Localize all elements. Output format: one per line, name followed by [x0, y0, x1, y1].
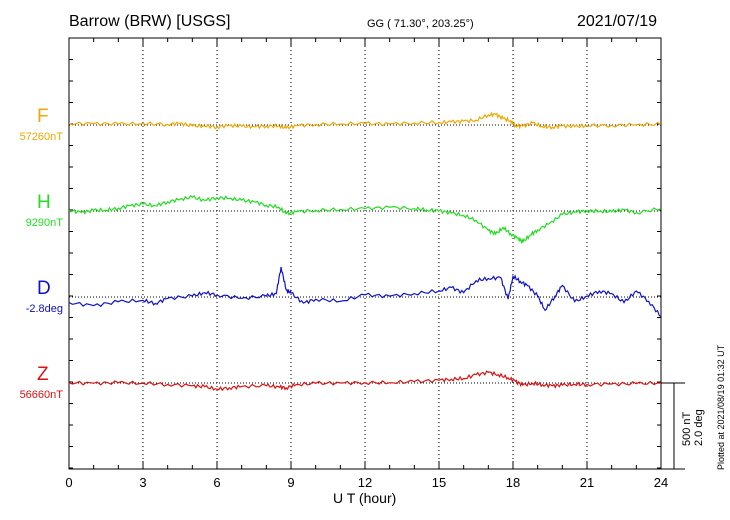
x-tick-label-0: 0 — [65, 475, 73, 490]
scale-bar-nt-label: 500 nT — [681, 411, 693, 446]
station-coordinates: GG ( 71.30°, 203.25°) — [367, 18, 474, 30]
series-baseline-Z: 56660nT — [19, 389, 63, 401]
series-name-H: H — [37, 192, 51, 213]
series-name-F: F — [37, 106, 49, 127]
x-tick-label-3: 3 — [139, 475, 147, 490]
series-line-D — [68, 266, 662, 318]
axis-ticks — [68, 38, 662, 469]
x-tick-label-18: 18 — [505, 475, 521, 490]
series-line-Z — [68, 370, 661, 392]
x-tick-label-24: 24 — [653, 475, 669, 490]
x-axis-title: U T (hour) — [333, 490, 397, 506]
series-baseline-D: -2.8deg — [25, 303, 63, 315]
x-tick-label-21: 21 — [579, 475, 595, 490]
series-name-Z: Z — [37, 364, 49, 385]
station-title: Barrow (BRW) [USGS] — [69, 13, 231, 30]
x-tick-label-12: 12 — [357, 475, 373, 490]
series-baseline-H: 9290nT — [25, 217, 63, 229]
grid-lines — [142, 38, 588, 469]
scale-bar — [661, 382, 685, 470]
scale-bar-deg-label: 2.0 deg — [693, 409, 705, 446]
series-line-H — [68, 194, 662, 244]
date-label: 2021/07/19 — [577, 13, 658, 30]
plotted-note: Plotted at 2021/08/19 01:32 UT — [716, 344, 726, 470]
series-baseline-F: 57260nT — [19, 131, 63, 143]
series-line-F — [68, 111, 662, 130]
series-lines — [68, 111, 662, 392]
series-name-D: D — [37, 278, 51, 299]
x-tick-label-6: 6 — [213, 475, 221, 490]
x-tick-label-15: 15 — [431, 475, 447, 490]
x-tick-label-9: 9 — [287, 475, 295, 490]
